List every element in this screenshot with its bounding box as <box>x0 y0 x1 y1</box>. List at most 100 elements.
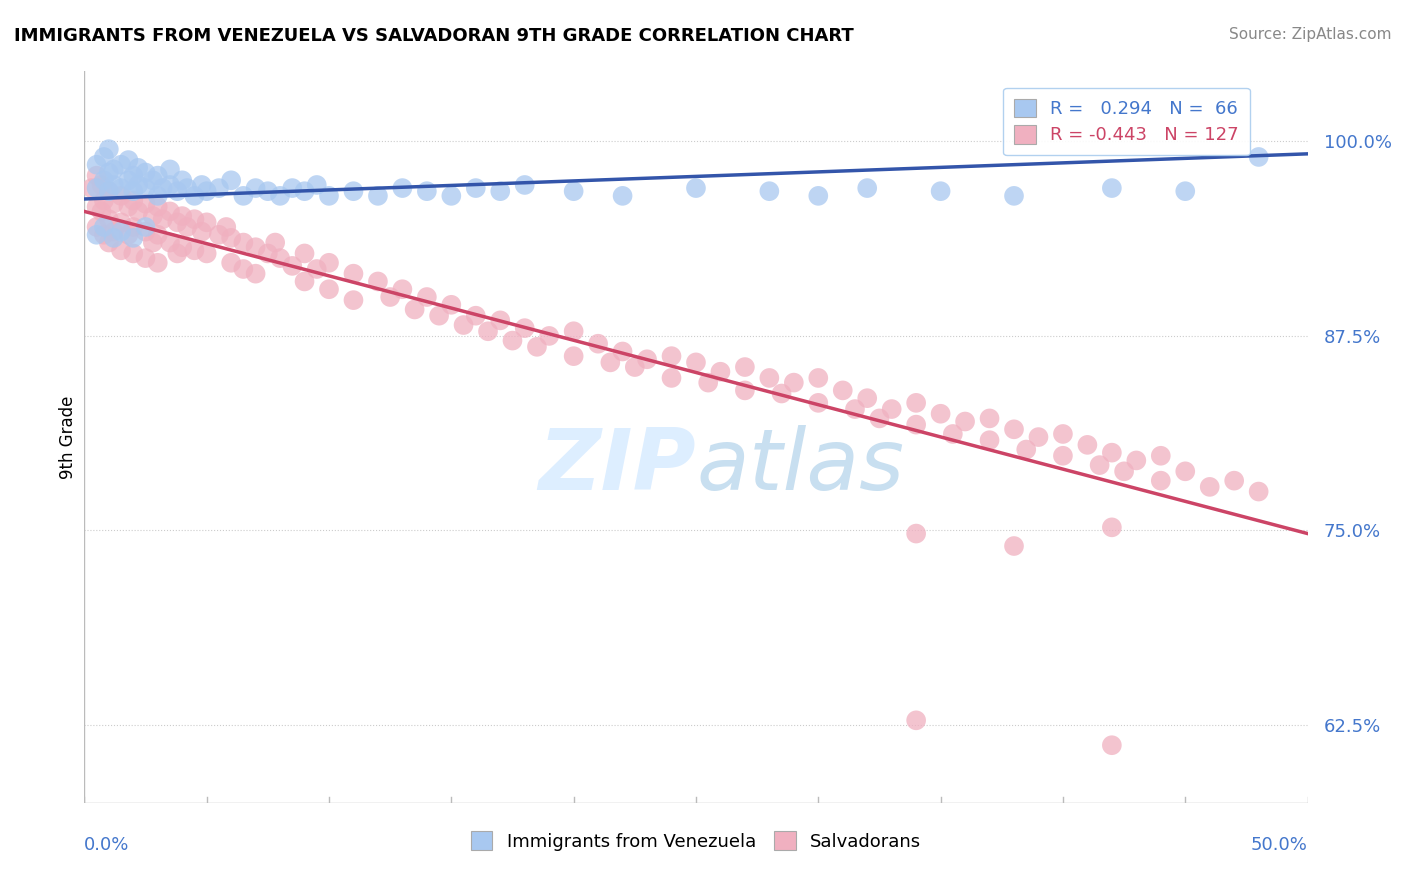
Point <box>856 181 879 195</box>
Point <box>427 309 450 323</box>
Point <box>1174 184 1197 198</box>
Point <box>122 246 145 260</box>
Point <box>183 189 205 203</box>
Point <box>159 162 181 177</box>
Point <box>562 349 585 363</box>
Point <box>146 227 169 242</box>
Point <box>93 150 115 164</box>
Point <box>281 259 304 273</box>
Text: IMMIGRANTS FROM VENEZUELA VS SALVADORAN 9TH GRADE CORRELATION CHART: IMMIGRANTS FROM VENEZUELA VS SALVADORAN … <box>14 27 853 45</box>
Point <box>90 178 112 192</box>
Point <box>110 189 132 203</box>
Point <box>183 244 205 258</box>
Point <box>135 196 157 211</box>
Point <box>269 189 291 203</box>
Point <box>117 153 139 167</box>
Point <box>1052 427 1074 442</box>
Point <box>1114 464 1136 478</box>
Point <box>905 396 928 410</box>
Point <box>1002 539 1025 553</box>
Point <box>219 256 242 270</box>
Point <box>127 178 149 192</box>
Point <box>305 262 328 277</box>
Point <box>232 189 254 203</box>
Point <box>135 251 157 265</box>
Y-axis label: 9th Grade: 9th Grade <box>59 395 77 479</box>
Point <box>562 324 585 338</box>
Point <box>342 293 364 307</box>
Point <box>117 200 139 214</box>
Legend: Immigrants from Venezuela, Salvadorans: Immigrants from Venezuela, Salvadorans <box>461 822 931 860</box>
Point <box>146 200 169 214</box>
Point <box>294 246 316 260</box>
Point <box>404 302 426 317</box>
Point <box>831 384 853 398</box>
Text: ZIP: ZIP <box>538 425 696 508</box>
Point <box>135 181 157 195</box>
Point <box>905 714 928 728</box>
Point <box>318 189 340 203</box>
Point <box>159 204 181 219</box>
Point <box>758 184 780 198</box>
Point <box>142 209 165 223</box>
Point <box>97 184 120 198</box>
Point <box>97 184 120 198</box>
Point <box>245 181 267 195</box>
Point <box>264 235 287 250</box>
Point <box>294 275 316 289</box>
Point <box>562 184 585 198</box>
Point <box>709 365 731 379</box>
Point <box>117 227 139 242</box>
Point <box>367 275 389 289</box>
Point <box>103 162 125 177</box>
Point <box>305 178 328 192</box>
Point <box>1101 445 1123 459</box>
Point <box>391 282 413 296</box>
Point <box>1052 449 1074 463</box>
Point <box>1150 474 1173 488</box>
Point <box>502 334 524 348</box>
Point <box>269 251 291 265</box>
Point <box>152 181 174 195</box>
Text: 0.0%: 0.0% <box>84 836 129 854</box>
Point <box>117 173 139 187</box>
Point <box>526 340 548 354</box>
Point <box>135 165 157 179</box>
Point <box>195 184 218 198</box>
Point <box>208 227 231 242</box>
Point <box>685 355 707 369</box>
Text: Source: ZipAtlas.com: Source: ZipAtlas.com <box>1229 27 1392 42</box>
Point <box>929 184 952 198</box>
Text: 50.0%: 50.0% <box>1251 836 1308 854</box>
Point <box>146 256 169 270</box>
Point <box>1125 453 1147 467</box>
Point <box>513 178 536 192</box>
Point <box>195 246 218 260</box>
Point <box>122 169 145 183</box>
Point <box>1002 189 1025 203</box>
Point <box>86 227 108 242</box>
Point <box>440 298 463 312</box>
Point <box>122 184 145 198</box>
Point <box>90 204 112 219</box>
Point <box>1088 458 1111 472</box>
Point <box>342 184 364 198</box>
Point <box>127 204 149 219</box>
Point <box>612 344 634 359</box>
Point <box>1015 442 1038 457</box>
Point <box>97 235 120 250</box>
Point <box>93 227 115 242</box>
Point <box>232 262 254 277</box>
Point <box>142 235 165 250</box>
Point <box>159 235 181 250</box>
Point <box>86 219 108 234</box>
Point <box>219 231 242 245</box>
Point <box>86 169 108 183</box>
Point <box>135 219 157 234</box>
Point <box>1223 474 1246 488</box>
Point <box>122 219 145 234</box>
Point <box>1028 430 1050 444</box>
Point <box>191 178 214 192</box>
Point <box>661 371 683 385</box>
Point <box>807 396 830 410</box>
